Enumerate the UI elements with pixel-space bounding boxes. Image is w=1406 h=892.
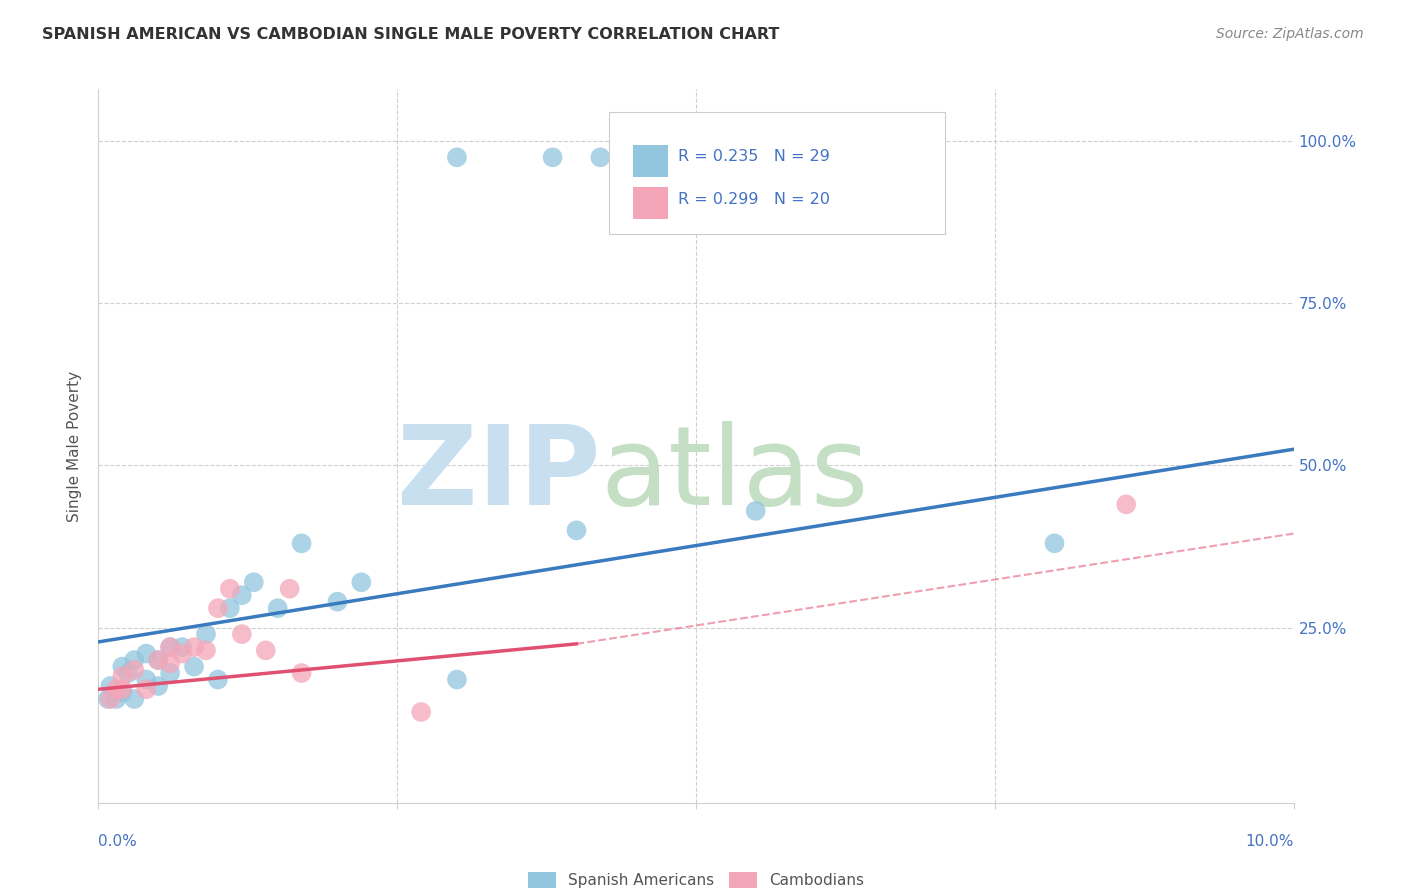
Point — [541, 150, 564, 164]
Legend: Spanish Americans, Cambodians: Spanish Americans, Cambodians — [529, 872, 863, 888]
Point — [565, 524, 588, 538]
Point — [159, 640, 181, 654]
Point — [446, 673, 468, 687]
Point — [411, 705, 433, 719]
Text: ZIP: ZIP — [396, 421, 600, 528]
Point — [172, 647, 194, 661]
FancyBboxPatch shape — [633, 145, 668, 177]
Point — [111, 682, 134, 697]
Point — [207, 601, 229, 615]
Point — [100, 679, 122, 693]
Point — [105, 692, 128, 706]
Point — [100, 692, 122, 706]
Point — [105, 682, 128, 697]
Point — [159, 666, 181, 681]
Point — [231, 627, 253, 641]
Point — [111, 685, 134, 699]
Point — [231, 588, 253, 602]
FancyBboxPatch shape — [633, 187, 668, 219]
Text: R = 0.235   N = 29: R = 0.235 N = 29 — [678, 150, 830, 164]
Point — [97, 692, 120, 706]
Point — [124, 653, 146, 667]
Text: atlas: atlas — [600, 421, 869, 528]
Point — [219, 582, 242, 596]
Point — [267, 601, 290, 615]
Point — [219, 601, 242, 615]
Point — [135, 647, 157, 661]
Point — [326, 595, 349, 609]
Point — [195, 627, 218, 641]
Point — [124, 692, 146, 706]
FancyBboxPatch shape — [609, 112, 945, 234]
Point — [207, 673, 229, 687]
Point — [1115, 497, 1137, 511]
Point — [159, 640, 181, 654]
Point — [135, 682, 157, 697]
Point — [124, 663, 146, 677]
Text: SPANISH AMERICAN VS CAMBODIAN SINGLE MALE POVERTY CORRELATION CHART: SPANISH AMERICAN VS CAMBODIAN SINGLE MAL… — [42, 27, 779, 42]
Point — [278, 582, 301, 596]
Point — [350, 575, 373, 590]
Point — [183, 659, 205, 673]
Point — [183, 640, 205, 654]
Point — [111, 659, 134, 673]
Point — [446, 150, 468, 164]
Point — [111, 669, 134, 683]
Point — [745, 504, 768, 518]
Point — [148, 653, 170, 667]
Text: R = 0.299   N = 20: R = 0.299 N = 20 — [678, 193, 830, 207]
Text: Source: ZipAtlas.com: Source: ZipAtlas.com — [1216, 27, 1364, 41]
Y-axis label: Single Male Poverty: Single Male Poverty — [67, 370, 83, 522]
Point — [254, 643, 277, 657]
Point — [291, 536, 314, 550]
Point — [148, 653, 170, 667]
Text: 10.0%: 10.0% — [1246, 834, 1294, 849]
Point — [159, 657, 181, 671]
Point — [291, 666, 314, 681]
Point — [243, 575, 266, 590]
Point — [1043, 536, 1066, 550]
Point — [589, 150, 612, 164]
Point — [172, 640, 194, 654]
Point — [195, 643, 218, 657]
Point — [135, 673, 157, 687]
Text: 0.0%: 0.0% — [98, 834, 138, 849]
Point — [117, 666, 139, 681]
Point — [148, 679, 170, 693]
